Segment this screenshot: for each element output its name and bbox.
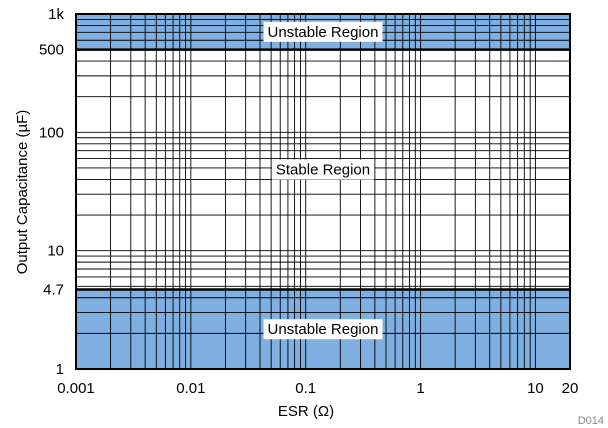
y-tick-label: 4.7	[43, 281, 64, 298]
x-tick-label: 20	[562, 380, 579, 397]
region-label: Unstable Region	[263, 319, 383, 340]
region-label-text: Unstable Region	[268, 321, 379, 338]
figure-id: D014	[578, 415, 604, 427]
x-axis-label: ESR (Ω)	[278, 403, 334, 420]
y-axis-label: Output Capacitance (µF)	[14, 110, 31, 275]
x-tick-label: 10	[527, 380, 544, 397]
x-tick-label: 0.01	[176, 380, 205, 397]
y-tick-labels: 1 4.7 10 100 500 1k	[39, 6, 65, 378]
region-label-background	[263, 319, 383, 340]
x-tick-label: 1	[416, 380, 424, 397]
region-label-background	[263, 21, 383, 42]
plot-frame	[75, 13, 571, 370]
region-label: Stable Region	[271, 159, 375, 180]
x-tick-label: 0.001	[57, 380, 95, 397]
x-tick-labels: 0.001 0.01 0.1 1 10 20	[57, 380, 578, 397]
y-tick-label: 1k	[48, 6, 64, 23]
y-tick-label: 1	[56, 361, 64, 378]
y-tick-label: 500	[39, 42, 64, 59]
x-tick-label: 0.1	[295, 380, 316, 397]
region-labels: Unstable Region Stable Region Unstable Reg…	[263, 21, 383, 340]
y-tick-label: 100	[39, 124, 64, 141]
region-label-text: Stable Region	[276, 162, 370, 179]
region-label-background	[271, 159, 375, 180]
grid-lines	[75, 14, 571, 370]
region-fills	[76, 14, 570, 369]
region-label: Unstable Region	[263, 21, 383, 42]
region-label-text: Unstable Region	[268, 24, 379, 41]
region-boundaries	[76, 48, 570, 291]
y-tick-label: 10	[47, 243, 64, 260]
